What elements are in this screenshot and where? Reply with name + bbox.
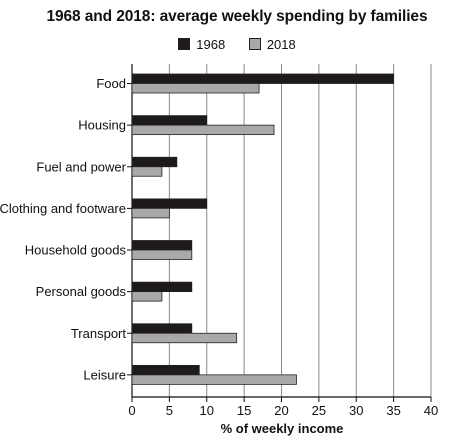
legend-swatch-2018 (248, 38, 261, 50)
bar-2018-food (131, 83, 260, 94)
bar-2018-transport (131, 332, 238, 344)
bar-2018-leisure (131, 374, 297, 385)
x-tick-label-25: 25 (312, 403, 326, 418)
y-tick-label-food: Food (96, 76, 126, 91)
x-tick-label-30: 30 (349, 403, 363, 418)
legend-swatch-1968 (178, 38, 191, 50)
bar-2018-household-goods (131, 249, 193, 260)
bar-1968-clothing-and-footware (131, 198, 208, 209)
y-tick-label-household-goods: Household goods (25, 243, 127, 258)
bar-1968-household-goods (131, 240, 193, 251)
y-tick-label-personal-goods: Personal goods (36, 284, 127, 299)
chart-title: 1968 and 2018: average weekly spending b… (46, 8, 428, 25)
x-tick-label-0: 0 (128, 403, 135, 418)
x-axis-title: % of weekly income (220, 421, 344, 436)
y-tick-label-leisure: Leisure (83, 367, 126, 382)
bar-2018-fuel-and-power (131, 166, 163, 177)
bar-1968-food (131, 73, 395, 84)
x-tick-label-5: 5 (166, 403, 173, 418)
legend-label-2018: 2018 (266, 37, 296, 52)
x-tick-label-40: 40 (424, 403, 438, 418)
y-tick-label-fuel-and-power: Fuel and power (36, 159, 126, 174)
bar-1968-personal-goods (131, 281, 193, 293)
legend-label-1968: 1968 (196, 37, 226, 52)
bar-2018-housing (131, 124, 275, 136)
legend: 1968 2018 (0, 37, 474, 52)
bar-1968-housing (131, 115, 208, 126)
x-tick-label-20: 20 (274, 403, 288, 418)
x-tick-label-10: 10 (200, 403, 214, 418)
legend-item-1968: 1968 (178, 37, 225, 52)
y-tick-label-housing: Housing (78, 118, 126, 133)
bar-1968-leisure (131, 364, 200, 376)
bar-2018-personal-goods (131, 291, 163, 302)
legend-item-2018: 2018 (248, 37, 296, 52)
x-tick-label-15: 15 (237, 403, 251, 418)
bar-2018-clothing-and-footware (131, 207, 170, 219)
bar-1968-transport (131, 323, 193, 334)
bar-1968-fuel-and-power (131, 156, 178, 168)
y-tick-label-clothing-and-footware: Clothing and footware (0, 201, 126, 216)
x-tick-label-35: 35 (386, 403, 400, 418)
y-tick-label-transport: Transport (71, 326, 127, 341)
